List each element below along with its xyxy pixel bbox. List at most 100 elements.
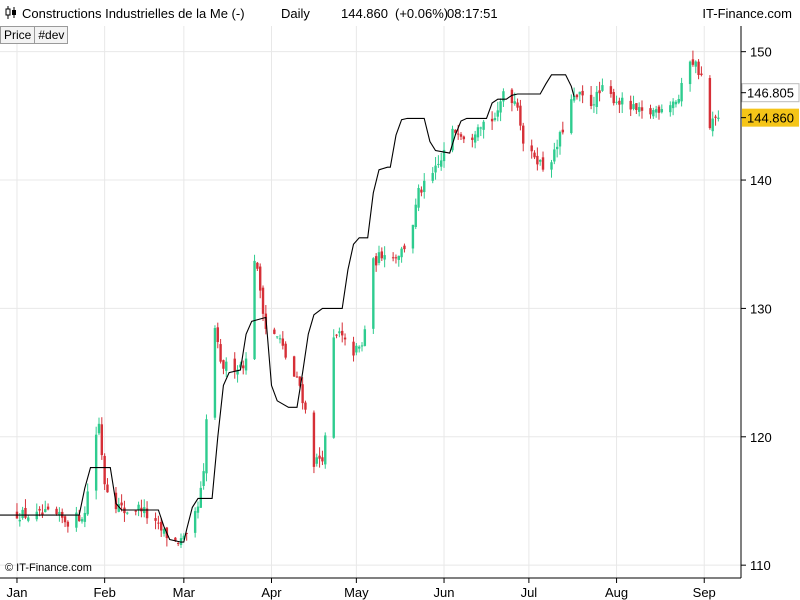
tab-dev[interactable]: #dev <box>34 26 69 44</box>
candle-up <box>423 180 426 193</box>
candle-down <box>174 537 177 541</box>
candle-down <box>335 334 338 336</box>
candlestick-icon[interactable] <box>5 6 17 19</box>
candle-down <box>352 341 355 356</box>
candle-up <box>437 163 440 165</box>
candle-up <box>652 110 655 117</box>
candle-down <box>100 424 104 456</box>
candle-up <box>363 329 367 346</box>
candle-up <box>632 104 635 109</box>
candle-down <box>134 510 137 512</box>
candle-up <box>499 101 502 113</box>
candle-up <box>417 187 420 208</box>
candle-up <box>654 109 658 113</box>
candle-down <box>160 521 163 531</box>
candle-up <box>332 337 335 438</box>
candle-up <box>372 258 375 329</box>
candle-up <box>558 132 562 147</box>
candle-up <box>225 361 228 371</box>
candle-up <box>431 173 434 181</box>
candle-up <box>360 345 364 347</box>
candle-down <box>55 508 58 515</box>
candle-up <box>482 121 485 130</box>
candle-up <box>717 117 720 119</box>
candle-down <box>258 266 262 291</box>
candle-up <box>193 511 197 533</box>
candle-down <box>292 356 296 377</box>
candle-down <box>618 100 621 105</box>
candle-up <box>97 423 101 434</box>
candlestick-series <box>15 50 720 548</box>
candle-up <box>94 434 98 491</box>
candle-up <box>400 248 403 258</box>
candle-up <box>493 118 497 121</box>
candle-down <box>581 90 584 96</box>
candle-up <box>239 364 242 368</box>
candle-up <box>660 109 664 113</box>
candle-up <box>601 85 604 91</box>
candle-up <box>244 358 248 371</box>
candle-down <box>522 125 525 144</box>
candle-down <box>242 365 245 369</box>
candle-down <box>420 189 423 193</box>
candle-down <box>103 455 106 485</box>
candle-up <box>86 491 89 515</box>
candle-down <box>63 516 67 523</box>
candle-up <box>383 255 386 260</box>
x-tick-label: Jun <box>434 585 455 600</box>
candle-up <box>397 255 400 260</box>
candle-down <box>304 402 307 410</box>
candle-up <box>199 487 203 508</box>
candle-down <box>222 360 225 369</box>
candle-up <box>621 97 624 105</box>
candle-down <box>301 384 304 404</box>
candle-up <box>411 224 415 249</box>
candle-down <box>41 512 44 515</box>
candle-down <box>66 521 70 527</box>
candle-down <box>281 338 285 346</box>
tab-price[interactable]: Price <box>0 26 36 44</box>
candle-up <box>75 512 78 528</box>
candle-down <box>312 412 316 467</box>
candle-down <box>403 245 406 250</box>
candle-up <box>377 252 381 263</box>
candle-up <box>502 91 505 102</box>
candle-up <box>637 107 641 112</box>
candle-down <box>321 457 324 462</box>
candle-down <box>106 484 109 493</box>
y-tick-label: 150 <box>750 45 772 60</box>
candle-down <box>77 514 81 522</box>
candle-down <box>343 337 347 340</box>
candle-up <box>196 506 200 513</box>
x-tick-label: Jan <box>6 585 27 600</box>
candle-down <box>589 94 593 107</box>
candle-down <box>700 73 703 76</box>
copyright-notice: © IT-Finance.com <box>5 562 92 574</box>
candle-up <box>275 336 279 338</box>
candle-down <box>256 262 259 269</box>
candle-down <box>219 344 222 362</box>
last-price-badge <box>742 108 799 127</box>
candle-down <box>157 522 160 524</box>
candle-down <box>284 343 287 358</box>
candle-down <box>471 137 474 140</box>
candle-down <box>541 157 545 170</box>
chart-header: Constructions Industrielles de la Me (-)… <box>0 0 800 26</box>
candle-up <box>202 471 205 486</box>
candle-down <box>519 105 522 126</box>
price-change: (+0.06%) <box>395 6 449 21</box>
candle-down <box>640 107 644 111</box>
indicator-tabs: Price #dev <box>0 26 69 44</box>
candle-up <box>578 91 581 95</box>
candle-down <box>691 59 695 65</box>
candle-up <box>680 82 683 102</box>
candle-up <box>473 134 477 143</box>
candle-up <box>80 519 84 522</box>
candle-up <box>324 435 327 465</box>
instrument-title: Constructions Industrielles de la Me (-) <box>22 6 245 21</box>
candle-up <box>355 345 358 353</box>
period-label[interactable]: Daily <box>281 6 310 21</box>
x-tick-label: Aug <box>605 585 628 600</box>
candle-up <box>476 127 480 138</box>
